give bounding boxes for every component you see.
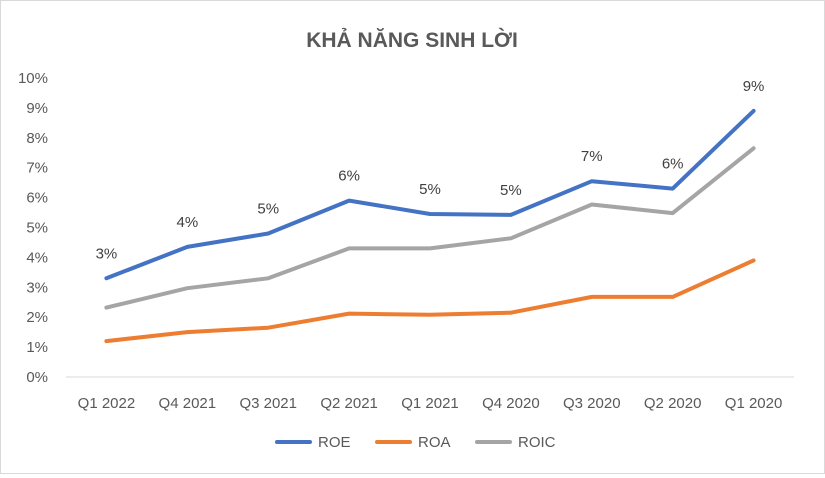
x-tick-label: Q1 2021 [401, 395, 459, 412]
legend-label: ROIC [518, 434, 556, 451]
series-line-roic [104, 146, 756, 310]
chart-title: KHẢ NĂNG SINH LỜI [306, 28, 518, 52]
legend-label: ROA [418, 434, 451, 451]
y-axis: 0% 1% 2% 3% 4% 5% 6% 7% 8% 9% 10% [18, 70, 48, 386]
y-tick-label: 8% [26, 130, 48, 147]
x-tick-label: Q1 2022 [78, 395, 136, 412]
y-tick-label: 10% [18, 70, 48, 87]
data-label-roe: 6% [338, 168, 360, 185]
y-tick-label: 2% [26, 309, 48, 326]
data-label-roe: 9% [743, 78, 765, 95]
series-lines [104, 108, 756, 344]
y-tick-label: 1% [26, 339, 48, 356]
legend-item-roic: ROIC [475, 434, 556, 451]
y-tick-label: 4% [26, 249, 48, 266]
legend: ROE ROA ROIC [275, 434, 556, 451]
x-tick-label: Q4 2020 [482, 395, 540, 412]
x-axis: Q1 2022 Q4 2021 Q3 2021 Q2 2021 Q1 2021 Q4 20… [66, 376, 794, 412]
x-tick-label: Q3 2021 [239, 395, 297, 412]
series-line-roe [104, 108, 756, 281]
x-tick-label: Q4 2021 [159, 395, 217, 412]
x-tick-label: Q1 2020 [725, 395, 783, 412]
legend-item-roe: ROE [275, 434, 351, 451]
y-tick-label: 5% [26, 220, 48, 237]
x-tick-label: Q2 2020 [644, 395, 702, 412]
data-label-roe: 5% [419, 181, 441, 198]
x-tick-label: Q3 2020 [563, 395, 621, 412]
legend-label: ROE [318, 434, 351, 451]
y-tick-label: 3% [26, 279, 48, 296]
data-label-roe: 3% [96, 245, 118, 262]
y-tick-label: 9% [26, 100, 48, 117]
data-label-roe: 5% [257, 200, 279, 217]
x-tick-label: Q2 2021 [320, 395, 378, 412]
legend-item-roa: ROA [375, 434, 451, 451]
series-line-roa [104, 258, 756, 344]
y-tick-label: 6% [26, 190, 48, 207]
data-label-roe: 5% [500, 182, 522, 199]
data-label-roe: 7% [581, 148, 603, 165]
y-tick-label: 0% [26, 369, 48, 386]
data-labels: 3% 4% 5% 6% 5% 5% 7% 6% 9% [96, 78, 765, 262]
data-label-roe: 6% [662, 156, 684, 173]
y-tick-label: 7% [26, 160, 48, 177]
data-label-roe: 4% [176, 214, 198, 231]
